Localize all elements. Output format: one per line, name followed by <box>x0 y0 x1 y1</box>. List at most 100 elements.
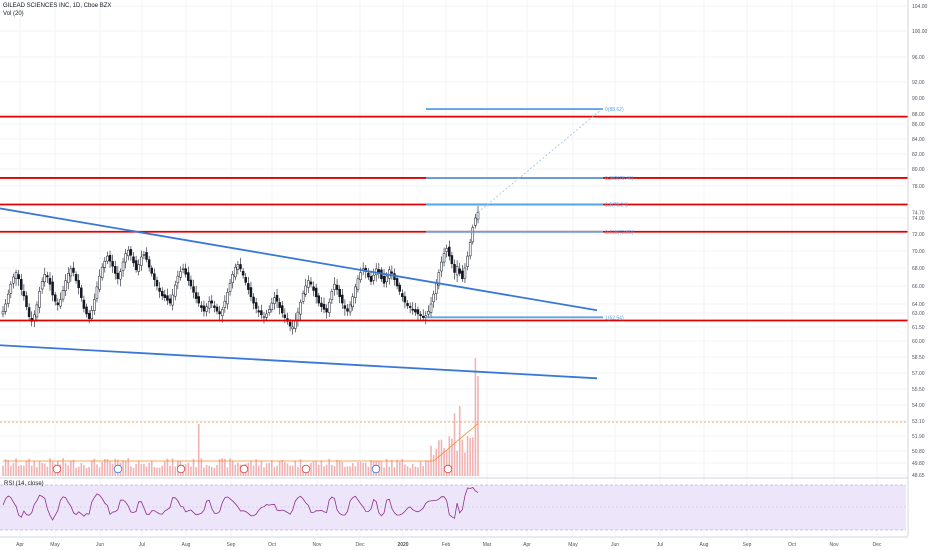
candle-body-153 <box>401 293 404 298</box>
candle-body-58 <box>153 273 156 280</box>
candle-body-108 <box>283 314 287 318</box>
volume-bar-33 <box>88 466 90 476</box>
candle-body-43 <box>113 266 117 274</box>
volume-bar-122 <box>320 460 323 476</box>
volume-bar-99 <box>260 460 263 476</box>
volume-bar-148 <box>388 466 391 476</box>
candle-body-9 <box>25 295 28 307</box>
candle-body-97 <box>254 302 258 309</box>
volume-bar-127 <box>333 465 336 476</box>
volume-bar-149 <box>391 459 393 476</box>
price-axis-bg <box>908 0 932 536</box>
volume-bar-12 <box>33 461 36 476</box>
volume-bar-133 <box>349 466 351 476</box>
candle-body-142 <box>372 274 375 281</box>
candle-body-103 <box>270 302 274 310</box>
volume-bar-54 <box>143 463 145 476</box>
trend-line-lower <box>0 344 598 380</box>
candle-body-69 <box>181 268 185 270</box>
volume-bar-135 <box>354 466 357 476</box>
event-marker-1 <box>113 464 123 474</box>
candle-body-181 <box>474 217 477 226</box>
time-tick-label-13: May <box>568 542 578 548</box>
candle-body-62 <box>163 294 167 298</box>
candle-body-126 <box>330 291 334 301</box>
candle-body-52 <box>137 264 140 272</box>
candle-body-36 <box>95 286 99 299</box>
volume-bar-113 <box>297 467 299 476</box>
volume-bar-1 <box>4 459 7 476</box>
candle-body-6 <box>17 274 20 280</box>
candle-body-23 <box>61 290 65 300</box>
candle-body-72 <box>189 279 193 287</box>
candle-body-128 <box>335 284 339 290</box>
candle-body-35 <box>93 299 96 311</box>
event-marker-4 <box>301 464 311 474</box>
price-tick-label-7: 84.00 <box>912 137 925 143</box>
price-axis[interactable]: 104.00 100.00 96.00 92.00 90.00 88.00 86.00 84.… <box>907 0 932 536</box>
candle-body-123 <box>322 303 326 310</box>
volume-bar-97 <box>255 459 257 476</box>
volume-bar-75 <box>197 424 200 476</box>
volume-bar-109 <box>286 463 289 476</box>
volume-bar-72 <box>190 466 192 476</box>
volume-bar-63 <box>166 458 169 476</box>
volume-bar-61 <box>161 465 164 476</box>
candle-body-76 <box>200 305 203 308</box>
candle-body-170 <box>445 248 448 253</box>
candle-body-14 <box>38 291 41 308</box>
volume-bar-128 <box>336 459 338 476</box>
volume-bar-150 <box>393 467 396 476</box>
rsi-pane: 60.0040.00 <box>0 477 925 531</box>
candle-body-94 <box>247 283 250 290</box>
price-tick-label-9: 80.00 <box>912 167 925 173</box>
volume-bar-105 <box>276 465 278 476</box>
volume-bar-86 <box>226 467 229 476</box>
volume-bar-40 <box>106 459 109 476</box>
volume-bar-27 <box>72 459 75 476</box>
volume-bar-53 <box>140 464 143 476</box>
time-tick-label-0: Apr <box>16 542 24 548</box>
candle-body-22 <box>59 299 62 307</box>
volume-bar-78 <box>205 464 208 476</box>
candle-body-30 <box>80 287 83 298</box>
price-tick-label-10: 78.00 <box>912 184 925 190</box>
candle-body-136 <box>356 278 360 290</box>
candle-body-154 <box>403 296 407 303</box>
candle-body-84 <box>220 309 224 317</box>
volume-bar-106 <box>278 461 281 476</box>
volume-bar-163 <box>427 460 430 476</box>
candle-body-158 <box>414 309 417 313</box>
candle-body-75 <box>197 296 200 304</box>
volume-bar-60 <box>158 467 161 476</box>
candle-body-132 <box>346 308 349 312</box>
price-tick-label-11: 74.70 <box>912 210 925 216</box>
volume-bar-2 <box>7 460 10 476</box>
volume-bar-18 <box>49 458 51 476</box>
candle-body-168 <box>440 261 443 272</box>
volume-bar-6 <box>17 466 20 476</box>
price-tick-label-8: 82.00 <box>912 152 925 158</box>
candle-body-93 <box>244 277 247 283</box>
time-tick-label-9: 2020 <box>397 542 408 548</box>
candle-body-88 <box>231 274 234 284</box>
price-tick-label-18: 63.00 <box>912 311 925 317</box>
volume-bar-85 <box>224 458 226 476</box>
volume-bar-172 <box>451 438 453 476</box>
volume-bar-134 <box>351 463 354 476</box>
volume-bar-176 <box>461 439 464 476</box>
candle-body-89 <box>234 266 237 278</box>
candle-body-152 <box>398 284 401 292</box>
volume-bar-108 <box>284 462 286 476</box>
volume-bar-74 <box>195 467 197 476</box>
candle-body-28 <box>74 274 78 281</box>
time-axis[interactable]: Apr May Jun Jul Aug Sep Oct Nov Dec 2020 Feb Mar Apr… <box>0 536 908 548</box>
candle-body-66 <box>174 284 177 297</box>
price-tick-label-17: 64.00 <box>912 302 925 308</box>
candle-body-16 <box>43 274 47 283</box>
candle-body-15 <box>40 281 44 290</box>
candle-body-38 <box>100 266 104 279</box>
volume-bar-62 <box>164 461 166 476</box>
candle-body-71 <box>187 272 190 281</box>
